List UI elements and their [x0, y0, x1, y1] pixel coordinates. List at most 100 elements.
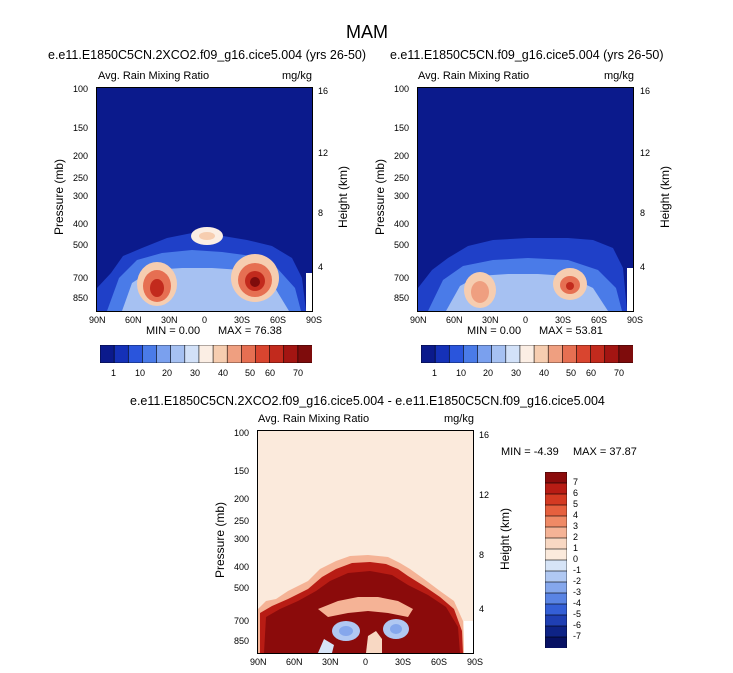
colorbar-diff-swatch [545, 625, 567, 638]
panel2-ptick-400: 400 [394, 219, 410, 229]
colorbar-swatch [448, 345, 465, 363]
colorbar-diff-swatch [545, 581, 567, 594]
panel2-ptick-700: 700 [394, 273, 410, 283]
colorbar-diff-label: 0 [573, 554, 579, 564]
cb2-label-50: 50 [566, 368, 577, 378]
panel1-lat-60N: 60N [125, 315, 142, 325]
panel2-field [418, 88, 633, 311]
colorbar-diff-swatch [545, 570, 567, 583]
cb1-label-20: 20 [162, 368, 173, 378]
panel1-ptick-400: 400 [73, 219, 89, 229]
colorbar-diff-swatch [545, 482, 567, 495]
panel2-ptick-100: 100 [394, 84, 410, 94]
panel2-htick-8: 8 [640, 208, 646, 218]
panel2-ylabel-right: Height (km) [658, 165, 672, 228]
panel1-ptick-700: 700 [73, 273, 89, 283]
panel1-ylabel-right: Height (km) [336, 165, 350, 228]
panel1-ptick-100: 100 [73, 84, 89, 94]
panel3-left-label: Avg. Rain Mixing Ratio [258, 413, 370, 425]
panel3-ptick-300: 300 [234, 534, 250, 544]
panel3-dome-core [264, 571, 460, 653]
panel1-htick-12: 12 [318, 148, 329, 158]
panel1-htick-8: 8 [318, 208, 324, 218]
cb1-label-40: 40 [218, 368, 229, 378]
colorbar-diff-label: -2 [573, 576, 582, 586]
panel3-gap [318, 597, 413, 617]
colorbar-swatch [283, 345, 299, 363]
panel3-htick-12: 12 [479, 490, 490, 500]
colorbar-swatch [113, 345, 130, 363]
colorbar-diff-label: 3 [573, 521, 579, 531]
colorbar-diff-label: -5 [573, 609, 582, 619]
panel3-lat-30N: 30N [322, 657, 339, 667]
colorbar-swatch [590, 345, 606, 363]
panel3-ylabel-right: Height (km) [498, 507, 512, 570]
colorbar-swatch [156, 345, 172, 363]
panel1-lat-60S: 60S [270, 315, 287, 325]
panel2-max: MAX = 53.81 [539, 325, 603, 337]
panel1-min: MIN = 0.00 [146, 325, 201, 337]
panel2-min: MIN = 0.00 [467, 325, 522, 337]
colorbar-diff-swatch [545, 603, 567, 616]
colorbar-diff-label: -7 [573, 631, 582, 641]
panel3-ptick-700: 700 [234, 616, 250, 626]
colorbar-diff-swatch [545, 504, 567, 517]
panel1-lat-30N: 30N [161, 315, 178, 325]
panel3-ptick-500: 500 [234, 583, 250, 593]
colorbar-diff-swatch [545, 636, 567, 648]
colorbar-swatch [170, 345, 186, 363]
panel1-ptick-850: 850 [73, 293, 89, 303]
colorbar-swatch [269, 345, 285, 363]
colorbar-swatch [533, 345, 549, 363]
figure-title: MAM [346, 22, 388, 42]
colorbar-diff-swatch [545, 537, 567, 550]
colorbar-swatch [463, 345, 479, 363]
cb1-label-10: 10 [135, 368, 146, 378]
panel3-lat-60S: 60S [431, 657, 448, 667]
panel3-ptick-850: 850 [234, 636, 250, 646]
panel3-lat-30S: 30S [395, 657, 412, 667]
colorbar-diff [545, 472, 567, 648]
panel1-lat-90N: 90N [89, 315, 106, 325]
colorbar-diff-swatch [545, 548, 567, 561]
panel3-lat-0: 0 [363, 657, 369, 667]
panel2-lat-60S: 60S [591, 315, 608, 325]
colorbar-swatch [434, 345, 451, 363]
colorbar-swatch [241, 345, 257, 363]
panel1-lat-90S: 90S [306, 315, 323, 325]
panel2-lat-0: 0 [523, 315, 529, 325]
panel3-lat-90S: 90S [467, 657, 484, 667]
colorbar-1 [100, 345, 312, 363]
cb1-label-30: 30 [190, 368, 201, 378]
colorbar-diff-swatch [545, 559, 567, 572]
cb2-label-1: 1 [432, 368, 438, 378]
panel2-ptick-250: 250 [394, 173, 410, 183]
panel1-ptick-250: 250 [73, 173, 89, 183]
cb2-label-20: 20 [483, 368, 494, 378]
panel2-lat-30S: 30S [555, 315, 572, 325]
panel1-htick-16: 16 [318, 86, 329, 96]
panel2-ptick-300: 300 [394, 191, 410, 201]
panel3-min: MIN = -4.39 [501, 446, 559, 458]
cb1-label-60: 60 [265, 368, 276, 378]
panel2-ptick-500: 500 [394, 240, 410, 250]
cb2-label-10: 10 [456, 368, 467, 378]
panel1-ptick-500: 500 [73, 240, 89, 250]
colorbar-swatch [142, 345, 158, 363]
colorbar-diff-label: -3 [573, 587, 582, 597]
colorbar-swatch [255, 345, 271, 363]
colorbar-diff-label: 7 [573, 477, 579, 487]
colorbar-diff-label: 4 [573, 510, 579, 520]
cb2-label-70: 70 [614, 368, 625, 378]
colorbar-diff-label: -6 [573, 620, 582, 630]
colorbar-2 [421, 345, 633, 363]
panel1-ptick-200: 200 [73, 151, 89, 161]
colorbar-swatch [547, 345, 564, 363]
panel1-max: MAX = 76.38 [218, 325, 282, 337]
panel2-htick-4: 4 [640, 262, 646, 272]
colorbar-swatch [505, 345, 521, 363]
colorbar-diff-label: 1 [573, 543, 579, 553]
cb2-label-40: 40 [539, 368, 550, 378]
colorbar-diff-label: 2 [573, 532, 579, 542]
panel1-plot [96, 87, 313, 312]
